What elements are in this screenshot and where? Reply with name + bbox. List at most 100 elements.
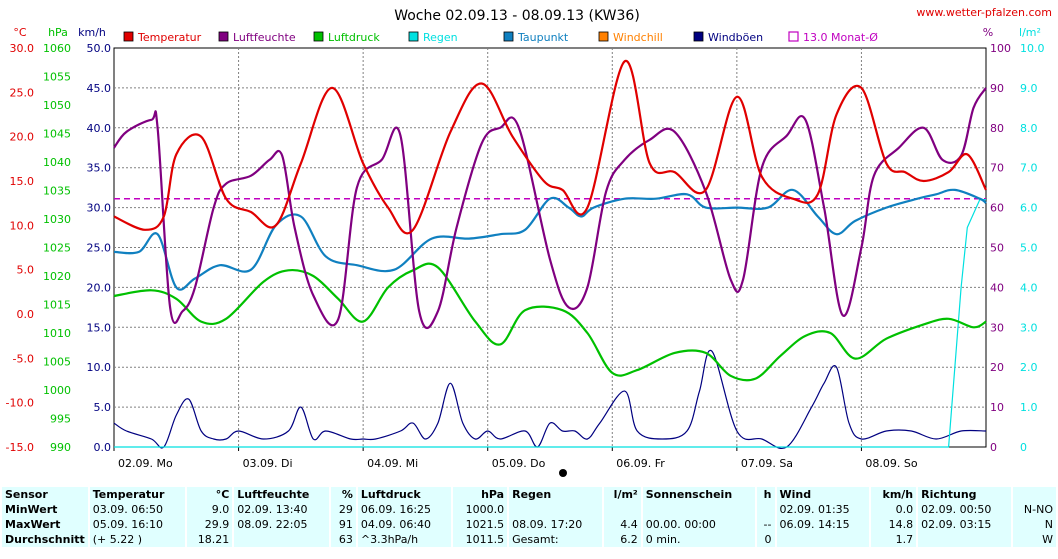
summary-header-cell: hPa <box>452 487 508 502</box>
y-tick-label-pressure: 1040 <box>43 156 71 169</box>
y-tick-label-rain: 2.0 <box>1020 361 1038 374</box>
legend: Temperatur Luftfeuchte Luftdruck Regen Taupu… <box>123 31 878 44</box>
summary-cell: 29.9 <box>186 517 233 532</box>
legend-swatch <box>123 31 134 42</box>
summary-cell: 6.2 <box>604 532 641 547</box>
y-tick-label-humidity: 100 <box>990 42 1011 55</box>
summary-cell: 05.09. 16:10 <box>89 517 185 532</box>
grid <box>113 47 987 448</box>
website-link[interactable]: www.wetter-pfalzen.com <box>916 6 1052 19</box>
y-tick-label-wind: 40.0 <box>87 122 112 135</box>
summary-cell: (+ 5.22 ) <box>89 532 185 547</box>
y-tick-label-temperature: -10.0 <box>6 397 34 410</box>
summary-cell: 0 min. <box>642 532 756 547</box>
summary-header-cell: Richtung <box>918 487 1012 502</box>
axis-unit-humidity: % <box>983 26 993 39</box>
summary-cell <box>776 532 870 547</box>
y-tick-label-humidity: 60 <box>990 202 1004 215</box>
summary-cell: 1021.5 <box>452 517 508 532</box>
summary-header-cell <box>1013 487 1056 502</box>
summary-cell: 9.0 <box>186 502 233 517</box>
y-tick-label-pressure: 1045 <box>43 128 71 141</box>
y-tick-label-pressure: 1025 <box>43 242 71 255</box>
summary-row-label: MinWert <box>2 502 88 517</box>
y-tick-label-rain: 1.0 <box>1020 401 1038 414</box>
summary-header-cell: % <box>331 487 356 502</box>
axes: 02.09. Mo 03.09. Di 04.09. Mi 05.09. Do 06.0… <box>6 26 1045 470</box>
y-tick-label-humidity: 70 <box>990 162 1004 175</box>
summary-header-cell: l/m² <box>604 487 641 502</box>
y-tick-label-temperature: 20.0 <box>10 131 35 144</box>
legend-label: Taupunkt <box>517 31 569 44</box>
y-tick-label-humidity: 10 <box>990 401 1004 414</box>
summary-header-cell: Temperatur <box>89 487 185 502</box>
x-tick-label: 02.09. Mo <box>118 457 173 470</box>
y-tick-label-temperature: 10.0 <box>10 219 35 232</box>
summary-cell: 14.8 <box>871 517 917 532</box>
summary-header-cell: °C <box>186 487 233 502</box>
x-tick-label: 05.09. Do <box>492 457 546 470</box>
summary-cell: 02.09. 03:15 <box>918 517 1012 532</box>
y-tick-label-rain: 8.0 <box>1020 122 1038 135</box>
y-tick-label-humidity: 30 <box>990 321 1004 334</box>
legend-swatch <box>503 31 514 42</box>
axis-unit-pressure: hPa <box>48 26 68 39</box>
weather-chart: 02.09. Mo 03.09. Di 04.09. Mi 05.09. Do 06.0… <box>6 8 1045 477</box>
legend-label: Windchill <box>613 31 663 44</box>
y-tick-label-wind: 0.0 <box>94 441 112 454</box>
y-tick-label-pressure: 1050 <box>43 99 71 112</box>
y-tick-label-temperature: -5.0 <box>13 352 34 365</box>
summary-cell: 29 <box>331 502 356 517</box>
summary-cell: N <box>1013 517 1056 532</box>
series-line-windböen <box>113 349 987 449</box>
axis-unit-rain: l/m² <box>1019 26 1041 39</box>
y-tick-label-rain: 5.0 <box>1020 242 1038 255</box>
summary-cell: 4.4 <box>604 517 641 532</box>
axis-unit-wind: km/h <box>78 26 106 39</box>
legend-label: Regen <box>423 31 458 44</box>
y-tick-label-temperature: 5.0 <box>17 264 35 277</box>
y-tick-label-pressure: 1035 <box>43 185 71 198</box>
y-tick-label-wind: 35.0 <box>87 162 112 175</box>
y-tick-label-wind: 50.0 <box>87 42 112 55</box>
summary-cell <box>757 502 775 517</box>
summary-cell: 02.09. 01:35 <box>776 502 870 517</box>
y-tick-label-rain: 4.0 <box>1020 281 1038 294</box>
y-tick-label-wind: 20.0 <box>87 281 112 294</box>
y-tick-label-wind: 5.0 <box>94 401 112 414</box>
summary-cell: 1011.5 <box>452 532 508 547</box>
legend-swatch <box>218 31 229 42</box>
legend-swatch <box>693 31 704 42</box>
summary-cell <box>642 502 756 517</box>
y-tick-label-wind: 45.0 <box>87 82 112 95</box>
y-tick-label-humidity: 20 <box>990 361 1004 374</box>
summary-header-cell: km/h <box>871 487 917 502</box>
summary-table: Sensor Temperatur °C Luftfeuchte% Luftdruck h… <box>0 487 1058 559</box>
y-tick-label-pressure: 1060 <box>43 42 71 55</box>
y-tick-label-rain: 3.0 <box>1020 321 1038 334</box>
y-tick-label-pressure: 995 <box>50 413 71 426</box>
summary-cell: 0 <box>757 532 775 547</box>
y-tick-label-pressure: 1005 <box>43 356 71 369</box>
summary-header-row: Sensor Temperatur °C Luftfeuchte% Luftdruck h… <box>2 487 1056 502</box>
legend-label: Luftdruck <box>328 31 380 44</box>
y-tick-label-wind: 25.0 <box>87 242 112 255</box>
summary-cell: 00.00. 00:00 <box>642 517 756 532</box>
summary-cell <box>918 532 1012 547</box>
y-tick-label-pressure: 1030 <box>43 213 71 226</box>
summary-cell: 06.09. 16:25 <box>357 502 451 517</box>
series-line-regen <box>114 199 986 448</box>
summary-cell: 18.21 <box>186 532 233 547</box>
summary-cell: 06.09. 14:15 <box>776 517 870 532</box>
legend-swatch <box>598 31 609 42</box>
summary-cell: W <box>1013 532 1056 547</box>
series-line-luftdruck <box>113 262 987 382</box>
y-tick-label-temperature: -15.0 <box>6 441 34 454</box>
summary-cell: 08.09. 17:20 <box>509 517 603 532</box>
current-time-marker <box>559 469 567 477</box>
summary-cell: 03.09. 06:50 <box>89 502 185 517</box>
y-tick-label-temperature: 25.0 <box>10 86 35 99</box>
legend-swatch <box>313 31 324 42</box>
legend-label: 13.0 Monat-Ø <box>803 31 878 44</box>
summary-header-cell: Sensor <box>2 487 88 502</box>
